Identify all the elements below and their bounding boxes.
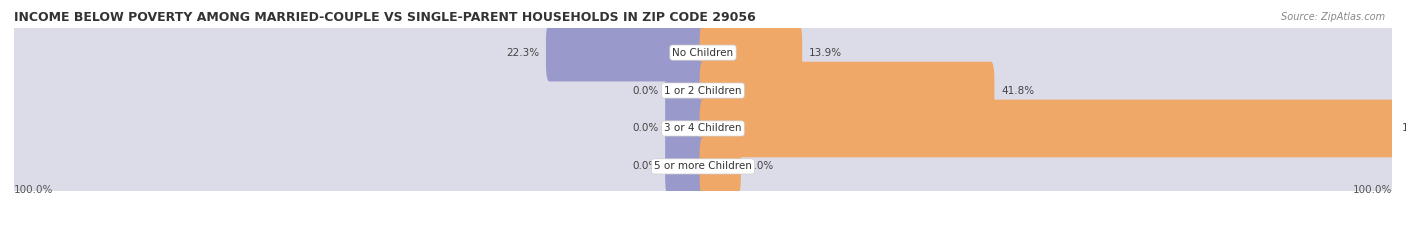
Text: 41.8%: 41.8% — [1001, 86, 1035, 96]
Text: 100.0%: 100.0% — [14, 185, 53, 195]
Text: 100.0%: 100.0% — [1353, 185, 1392, 195]
Text: 5 or more Children: 5 or more Children — [654, 161, 752, 171]
Text: 0.0%: 0.0% — [631, 86, 658, 96]
Text: 3 or 4 Children: 3 or 4 Children — [664, 123, 742, 134]
Text: 0.0%: 0.0% — [748, 161, 775, 171]
Text: 0.0%: 0.0% — [631, 123, 658, 134]
Text: INCOME BELOW POVERTY AMONG MARRIED-COUPLE VS SINGLE-PARENT HOUSEHOLDS IN ZIP COD: INCOME BELOW POVERTY AMONG MARRIED-COUPL… — [14, 11, 756, 24]
FancyBboxPatch shape — [14, 150, 1392, 183]
FancyBboxPatch shape — [700, 137, 741, 195]
FancyBboxPatch shape — [700, 100, 1395, 157]
Legend: Married Couples, Single Parents: Married Couples, Single Parents — [595, 230, 811, 233]
FancyBboxPatch shape — [665, 137, 706, 195]
FancyBboxPatch shape — [14, 112, 1392, 145]
Text: 13.9%: 13.9% — [808, 48, 842, 58]
FancyBboxPatch shape — [8, 50, 1398, 131]
FancyBboxPatch shape — [14, 36, 1392, 69]
Text: 100.0%: 100.0% — [1402, 123, 1406, 134]
Text: No Children: No Children — [672, 48, 734, 58]
Text: Source: ZipAtlas.com: Source: ZipAtlas.com — [1281, 12, 1385, 22]
FancyBboxPatch shape — [14, 74, 1392, 107]
Text: 0.0%: 0.0% — [631, 161, 658, 171]
FancyBboxPatch shape — [700, 24, 803, 82]
FancyBboxPatch shape — [665, 62, 706, 119]
Text: 1 or 2 Children: 1 or 2 Children — [664, 86, 742, 96]
FancyBboxPatch shape — [8, 88, 1398, 169]
Text: 22.3%: 22.3% — [506, 48, 538, 58]
FancyBboxPatch shape — [8, 12, 1398, 93]
FancyBboxPatch shape — [546, 24, 706, 82]
FancyBboxPatch shape — [8, 126, 1398, 207]
FancyBboxPatch shape — [700, 62, 994, 119]
FancyBboxPatch shape — [665, 100, 706, 157]
